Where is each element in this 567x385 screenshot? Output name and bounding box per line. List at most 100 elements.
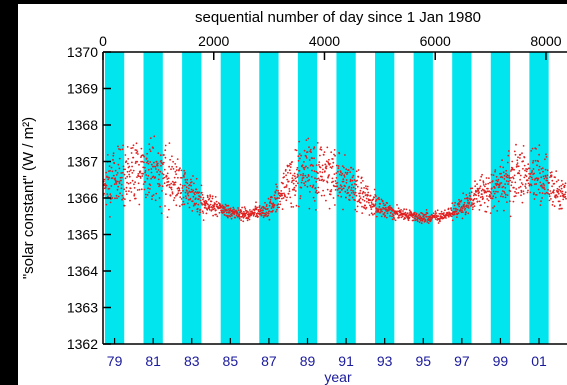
data-point (306, 167, 309, 169)
data-point (497, 200, 500, 203)
data-point (468, 201, 471, 204)
data-point (540, 200, 542, 203)
data-point (181, 187, 184, 189)
data-point (206, 196, 209, 199)
data-point (332, 161, 335, 164)
data-point (426, 212, 429, 215)
data-point (475, 198, 478, 200)
data-point (382, 213, 385, 216)
data-point (104, 182, 106, 185)
data-point (533, 192, 535, 194)
data-point (333, 185, 336, 188)
data-point (184, 191, 187, 194)
data-point (305, 139, 308, 142)
data-point (260, 213, 262, 216)
data-point (463, 206, 466, 208)
data-point (143, 155, 146, 158)
data-point (502, 185, 505, 188)
data-point (265, 213, 267, 216)
data-point (522, 167, 524, 170)
data-point (557, 179, 560, 182)
data-point (369, 194, 372, 197)
data-point (373, 212, 376, 215)
data-point (187, 198, 190, 201)
data-point (136, 151, 139, 153)
data-point (502, 166, 505, 169)
data-point (182, 189, 184, 192)
data-point (495, 179, 498, 182)
data-point (514, 181, 517, 184)
data-point (272, 206, 275, 209)
data-point (149, 137, 152, 140)
data-point (168, 142, 171, 145)
data-point (180, 169, 183, 172)
data-point (279, 203, 282, 206)
data-point (201, 202, 203, 205)
data-point (390, 212, 392, 214)
data-point (320, 194, 323, 197)
data-point (343, 174, 346, 177)
data-point (174, 163, 177, 165)
data-point (535, 148, 537, 150)
data-point (108, 187, 111, 190)
data-point (537, 160, 540, 163)
data-point (294, 194, 296, 197)
data-point (196, 210, 199, 213)
data-point (171, 191, 174, 194)
data-point (239, 211, 242, 214)
data-point (504, 196, 507, 199)
data-point (438, 218, 441, 221)
data-point (257, 215, 259, 218)
data-point (455, 210, 458, 213)
data-point (138, 163, 140, 166)
data-point (419, 215, 422, 218)
data-point (363, 187, 365, 189)
data-point (281, 197, 283, 200)
data-point (297, 159, 300, 162)
data-point (401, 215, 404, 218)
data-point (368, 214, 371, 216)
data-point (507, 150, 510, 152)
data-point (337, 167, 340, 170)
data-point (163, 154, 165, 156)
data-point (379, 203, 382, 205)
data-point (134, 149, 137, 151)
data-point (428, 216, 431, 219)
year-band-1 (143, 52, 163, 344)
data-point (535, 183, 538, 185)
data-point (455, 208, 457, 211)
data-point (253, 211, 256, 214)
data-point (113, 183, 116, 186)
data-point (530, 184, 533, 187)
data-point (548, 181, 550, 184)
data-point (364, 192, 366, 194)
data-point (152, 194, 155, 196)
data-point (278, 206, 280, 209)
data-point (144, 171, 147, 174)
data-point (414, 219, 417, 222)
data-point (378, 206, 381, 208)
data-point (201, 194, 204, 196)
data-point (375, 211, 377, 213)
data-point (158, 173, 161, 176)
data-point (541, 197, 543, 199)
data-point (496, 180, 499, 183)
data-point (544, 158, 546, 161)
data-point (244, 214, 247, 217)
data-point (121, 198, 123, 201)
data-point (136, 176, 138, 179)
data-point (275, 189, 278, 192)
data-point (264, 201, 266, 204)
data-point (117, 163, 120, 166)
data-point (426, 215, 428, 218)
data-point (321, 175, 323, 178)
data-point (134, 181, 137, 184)
data-point (163, 176, 166, 179)
data-point (373, 196, 376, 199)
data-point (467, 205, 470, 207)
data-point (133, 194, 136, 197)
top-tick-label: 8000 (530, 33, 561, 49)
data-point (195, 177, 198, 180)
data-point (122, 144, 124, 147)
data-point (451, 219, 454, 222)
